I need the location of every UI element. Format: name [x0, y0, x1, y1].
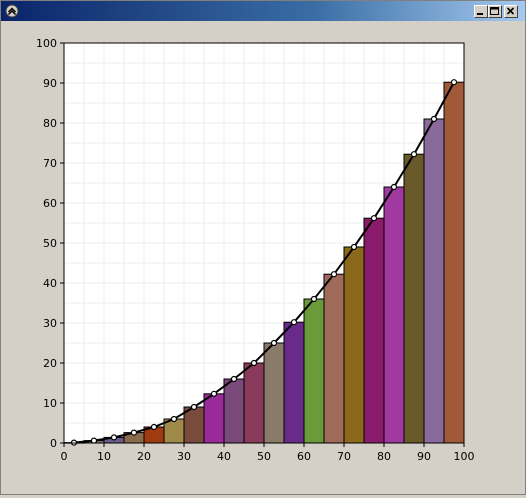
data-point — [90, 437, 98, 444]
data-point — [430, 115, 438, 123]
x-tick-label: 90 — [417, 450, 431, 463]
minimize-button[interactable] — [474, 5, 488, 18]
bar — [323, 273, 345, 444]
y-tick-label: 60 — [43, 197, 57, 210]
bar — [183, 406, 205, 444]
bar — [423, 118, 445, 444]
y-tick-label: 40 — [43, 277, 57, 290]
x-tick-label: 60 — [297, 450, 311, 463]
data-point — [310, 295, 318, 303]
x-tick-label: 10 — [97, 450, 111, 463]
y-tick-label: 100 — [36, 37, 57, 50]
y-tick-label: 0 — [50, 437, 57, 450]
data-point — [350, 243, 358, 251]
maximize-icon — [490, 7, 499, 15]
bar — [343, 246, 365, 444]
data-point — [210, 390, 218, 397]
bars — [63, 81, 465, 444]
app-icon — [5, 4, 19, 18]
x-tick-label: 20 — [137, 450, 151, 463]
data-point — [170, 415, 178, 423]
bar — [283, 321, 305, 444]
x-tick-label: 50 — [257, 450, 271, 463]
data-point — [230, 375, 238, 383]
bar — [403, 153, 425, 444]
y-tick-label: 80 — [43, 117, 57, 130]
data-point — [450, 79, 458, 86]
bar — [363, 217, 385, 444]
y-tick-label: 10 — [43, 397, 57, 410]
bar — [303, 298, 325, 444]
x-tick-label: 0 — [61, 450, 68, 463]
bar — [383, 186, 405, 444]
x-tick-label: 100 — [454, 450, 475, 463]
data-point — [250, 359, 258, 367]
chart: 0 10 20 30 40 50 60 70 80 90 100 0 10 20 30 40 50 60 70 80… — [36, 37, 475, 463]
y-tick-label: 50 — [43, 237, 57, 250]
x-tick-label: 80 — [377, 450, 391, 463]
close-icon — [506, 7, 515, 15]
bar — [443, 81, 465, 444]
data-point — [130, 429, 138, 436]
data-point — [390, 183, 398, 191]
line-series — [70, 79, 458, 446]
data-point — [330, 271, 338, 278]
x-axis: 0 10 20 30 40 50 60 70 80 90 100 — [61, 443, 475, 463]
data-point — [110, 434, 118, 441]
bar — [223, 378, 245, 444]
bar — [263, 342, 285, 444]
data-point — [410, 151, 418, 158]
data-point — [150, 423, 158, 431]
data-point — [290, 319, 298, 326]
x-tick-label: 70 — [337, 450, 351, 463]
x-tick-label: 30 — [177, 450, 191, 463]
y-tick-label: 90 — [43, 77, 57, 90]
y-tick-label: 70 — [43, 157, 57, 170]
y-tick-label: 20 — [43, 357, 57, 370]
close-button[interactable] — [504, 5, 518, 18]
y-tick-label: 30 — [43, 317, 57, 330]
data-point — [190, 403, 198, 411]
bar — [243, 362, 265, 444]
bar — [203, 393, 225, 444]
minimize-icon — [477, 13, 483, 15]
data-point — [270, 339, 278, 347]
x-tick-label: 40 — [217, 450, 231, 463]
series-line — [73, 81, 455, 444]
data-point — [370, 215, 378, 222]
client-area: 0 10 20 30 40 50 60 70 80 90 100 0 10 20 30 40 50 60 70 80… — [3, 23, 523, 494]
y-axis: 0 10 20 30 40 50 60 70 80 90 100 — [36, 37, 64, 450]
maximize-button[interactable] — [488, 5, 502, 18]
title-bar[interactable] — [1, 1, 525, 21]
